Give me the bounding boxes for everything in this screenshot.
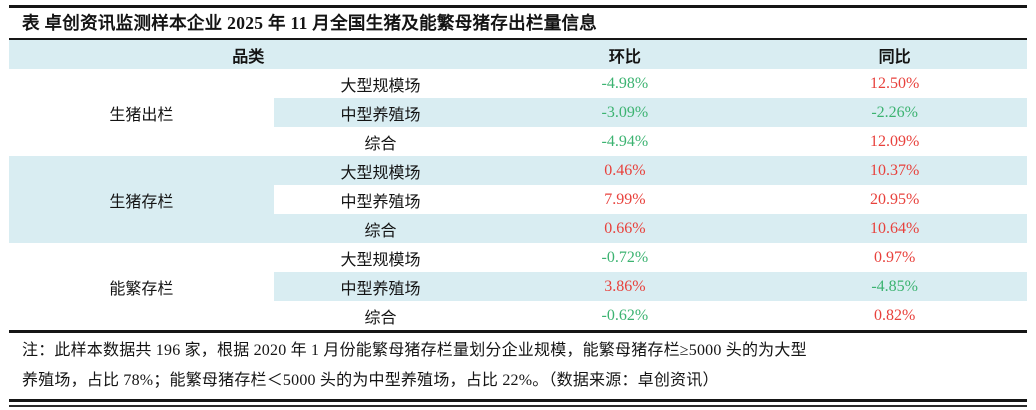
yoy-value-cell: -4.85% xyxy=(762,272,1027,301)
subcategory-cell: 大型规模场 xyxy=(273,156,488,185)
table-row: 能繁存栏 大型规模场 -0.72% 0.97% xyxy=(9,243,1027,330)
table-body: 生猪出栏 大型规模场 -4.98% 12.50% 中型养殖场 -3.09% -2.26% 综合… xyxy=(9,69,1027,330)
yoy-value-cell: 0.82% xyxy=(762,301,1027,330)
mom-value-cell: -4.98% xyxy=(487,69,763,98)
subcategory-cell: 中型养殖场 xyxy=(273,272,488,301)
mom-value-cell: -3.09% xyxy=(487,98,763,127)
mom-value-cell: 0.66% xyxy=(487,214,763,243)
table-row: 中型养殖场 3.86% -4.85% xyxy=(9,272,1027,301)
footnote-line: 注：此样本数据共 196 家，根据 2020 年 1 月份能繁母猪存栏量划分企业… xyxy=(22,342,807,359)
table-row: 中型养殖场 -3.09% -2.26% xyxy=(9,98,1027,127)
subcategory-cell: 综合 xyxy=(273,127,488,156)
mom-value-cell: -0.62% xyxy=(487,301,763,330)
table-row: 综合 0.66% 10.64% xyxy=(9,214,1027,243)
group-cell: 能繁存栏 xyxy=(9,243,274,330)
col-header-yoy: 同比 xyxy=(762,40,1027,69)
subcategory-cell: 大型规模场 xyxy=(273,69,488,98)
col-header-mom: 环比 xyxy=(487,40,763,69)
yoy-value-cell: 20.95% xyxy=(762,185,1027,214)
yoy-value-cell: 12.50% xyxy=(762,69,1027,98)
yoy-value-cell: -2.26% xyxy=(762,98,1027,127)
yoy-value-cell: 10.64% xyxy=(762,214,1027,243)
subcategory-cell: 中型养殖场 xyxy=(273,185,488,214)
table-bottom-rule xyxy=(9,330,1027,333)
mom-value-cell: 7.99% xyxy=(487,185,763,214)
table-title: 表 卓创资讯监测样本企业 2025 年 11 月全国生猪及能繁母猪存出栏量信息 xyxy=(22,13,598,33)
group-cell: 生猪存栏 xyxy=(9,156,274,243)
yoy-value-cell: 10.37% xyxy=(762,156,1027,185)
data-table: 品类 环比 同比 生猪出栏 大型规模场 -4.98% 12.50% 中型养殖场 -3.09… xyxy=(9,40,1027,330)
subcategory-cell: 综合 xyxy=(273,301,488,330)
mom-value-cell: -4.94% xyxy=(487,127,763,156)
table-row: 综合 -0.62% 0.82% xyxy=(9,301,1027,330)
footnote: 注：此样本数据共 196 家，根据 2020 年 1 月份能繁母猪存栏量划分企业… xyxy=(9,333,1027,399)
footnote-line: 养殖场，占比 78%；能繁母猪存栏＜5000 头的为中型养殖场，占比 22%。（… xyxy=(22,372,719,389)
table-row: 中型养殖场 7.99% 20.95% xyxy=(9,185,1027,214)
yoy-value-cell: 0.97% xyxy=(762,243,1027,272)
col-header-category: 品类 xyxy=(9,40,488,69)
header-row: 品类 环比 同比 xyxy=(9,40,1027,69)
yoy-value-cell: 12.09% xyxy=(762,127,1027,156)
table-row: 生猪出栏 大型规模场 -4.98% 12.50% xyxy=(9,69,1027,156)
table-row: 生猪存栏 大型规模场 0.46% 10.37% xyxy=(9,156,1027,243)
subcategory-cell: 中型养殖场 xyxy=(273,98,488,127)
subcategory-cell: 综合 xyxy=(273,214,488,243)
mom-value-cell: -0.72% xyxy=(487,243,763,272)
subcategory-cell: 大型规模场 xyxy=(273,243,488,272)
mom-value-cell: 3.86% xyxy=(487,272,763,301)
title-bottom-rule xyxy=(9,38,1027,40)
top-rule xyxy=(9,5,1027,8)
mom-value-cell: 0.46% xyxy=(487,156,763,185)
group-cell: 生猪出栏 xyxy=(9,69,274,156)
bottom-double-rule xyxy=(9,399,1027,407)
table-row: 综合 -4.94% 12.09% xyxy=(9,127,1027,156)
